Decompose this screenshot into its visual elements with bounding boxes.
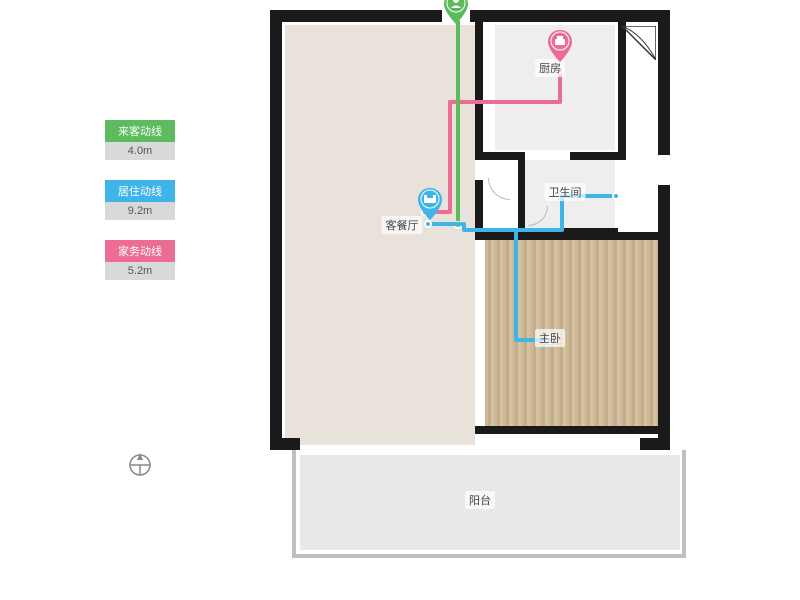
room-label-bedroom: 主卧: [535, 329, 565, 347]
pin-living-icon: [416, 186, 444, 222]
compass-icon: [125, 450, 155, 485]
flow-guest-seg-0: [456, 20, 460, 225]
legend-item-chore: 家务动线 5.2m: [105, 240, 175, 280]
flow-chore-seg-2: [448, 100, 560, 104]
legend-item-guest: 来客动线 4.0m: [105, 120, 175, 160]
flow-living-dot-1: [612, 192, 620, 200]
wall-0: [270, 10, 442, 22]
room-living: [285, 25, 475, 445]
legend: 来客动线 4.0m 居住动线 9.2m 家务动线 5.2m: [105, 120, 175, 300]
legend-label-guest: 来客动线: [105, 120, 175, 142]
legend-value-chore: 5.2m: [105, 262, 175, 280]
shower-corner-icon: [622, 26, 656, 65]
wall-6: [270, 438, 300, 450]
legend-item-living: 居住动线 9.2m: [105, 180, 175, 220]
legend-value-living: 9.2m: [105, 202, 175, 220]
wall-15: [475, 232, 670, 240]
room-bedroom: [485, 238, 660, 433]
flow-living-seg-5: [514, 228, 518, 340]
wall-16: [475, 426, 670, 434]
wall-8: [475, 22, 483, 152]
pin-entry-icon: [442, 0, 470, 26]
wall-2: [270, 10, 282, 450]
legend-value-guest: 4.0m: [105, 142, 175, 160]
pin-kitchen-icon: [546, 28, 574, 64]
room-label-balcony: 阳台: [465, 491, 495, 509]
wall-1: [470, 10, 670, 22]
wall-4: [658, 185, 670, 237]
wall-3: [658, 10, 670, 155]
flow-chore-seg-1: [448, 100, 452, 214]
flow-living-seg-0: [428, 222, 463, 226]
legend-label-living: 居住动线: [105, 180, 175, 202]
room-label-bath: 卫生间: [545, 183, 586, 201]
wall-11: [570, 152, 618, 160]
door-arc-0: [488, 178, 510, 200]
floorplan: 客餐厅厨房卫生间主卧阳台: [270, 10, 710, 580]
wall-10: [475, 152, 525, 160]
wall-13: [518, 160, 525, 232]
legend-label-chore: 家务动线: [105, 240, 175, 262]
wall-7: [640, 438, 670, 450]
flow-living-seg-2: [462, 228, 562, 232]
wall-5: [658, 237, 670, 450]
